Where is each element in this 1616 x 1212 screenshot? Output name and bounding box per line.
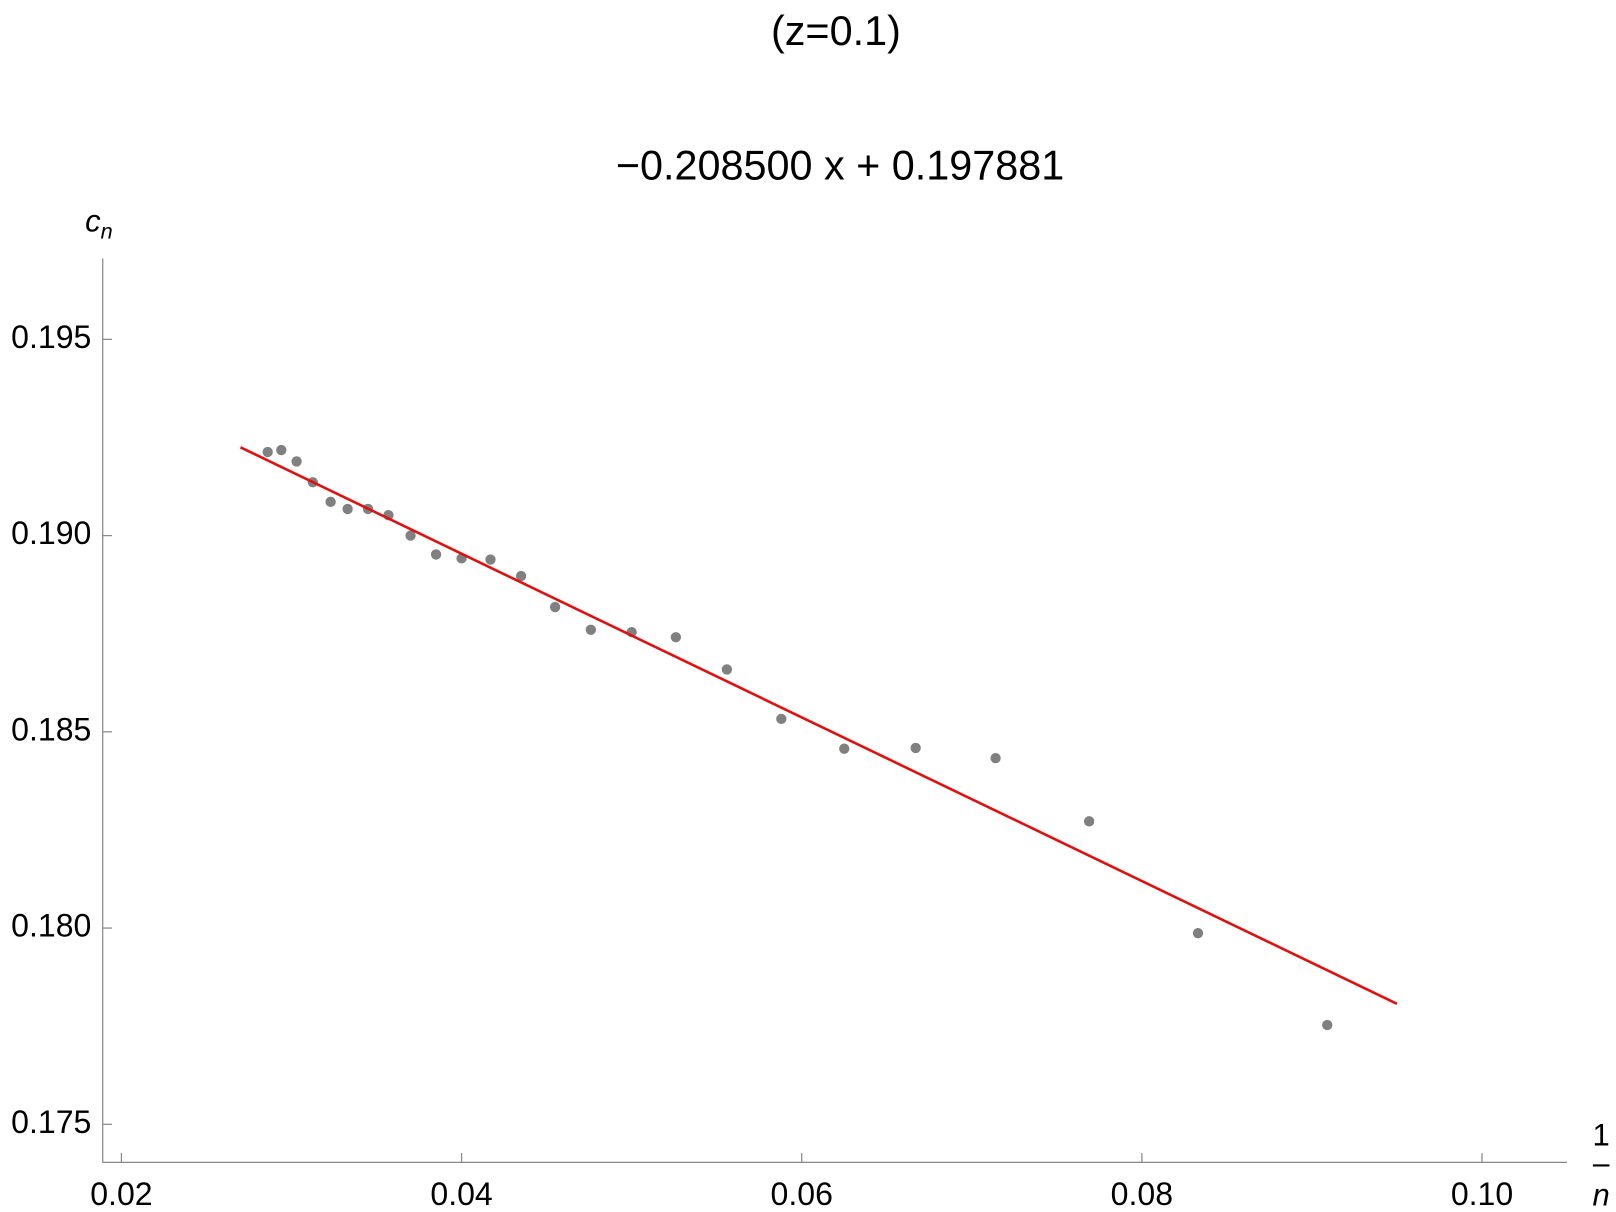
data-point: [405, 530, 416, 541]
x-tick-label: 0.04: [430, 1176, 492, 1212]
x-label-numerator: 1: [1593, 1118, 1610, 1153]
x-label-denominator: n: [1593, 1178, 1610, 1212]
data-point: [776, 713, 787, 725]
data-point: [1322, 1019, 1333, 1031]
y-tick-label: 0.175: [11, 1104, 91, 1140]
chart-subtitle: −0.208500 x + 0.197881: [616, 142, 1064, 188]
y-tick-label: 0.185: [11, 711, 91, 747]
data-point: [262, 446, 273, 458]
data-point: [1192, 927, 1204, 939]
data-point: [990, 752, 1001, 764]
y-label-base: c: [85, 204, 101, 239]
data-point: [342, 503, 353, 515]
data-point: [721, 664, 733, 675]
x-tick-label: 0.02: [90, 1176, 152, 1212]
data-point: [670, 632, 682, 643]
x-tick-label: 0.06: [771, 1176, 833, 1212]
x-tick-label: 0.10: [1451, 1176, 1513, 1212]
y-label-sub: n: [101, 218, 113, 243]
x-tick-label: 0.08: [1111, 1176, 1173, 1212]
data-point: [430, 549, 442, 560]
data-point: [839, 743, 850, 754]
y-tick-label: 0.180: [11, 908, 91, 944]
data-point: [325, 496, 336, 508]
data-point: [291, 456, 302, 467]
data-point: [276, 444, 287, 456]
y-tick-label: 0.195: [11, 319, 91, 355]
data-point: [1083, 816, 1095, 827]
data-point: [910, 742, 921, 754]
y-tick-label: 0.190: [11, 515, 91, 551]
chart-title: (z=0.1): [771, 8, 901, 54]
data-point: [585, 624, 597, 635]
data-point: [515, 570, 527, 582]
x-axis-label: 1 n: [1593, 1118, 1610, 1212]
data-point: [485, 554, 496, 565]
data-point: [549, 601, 561, 613]
fit-line: [239, 446, 1398, 1005]
y-axis-label: c n: [85, 204, 113, 244]
